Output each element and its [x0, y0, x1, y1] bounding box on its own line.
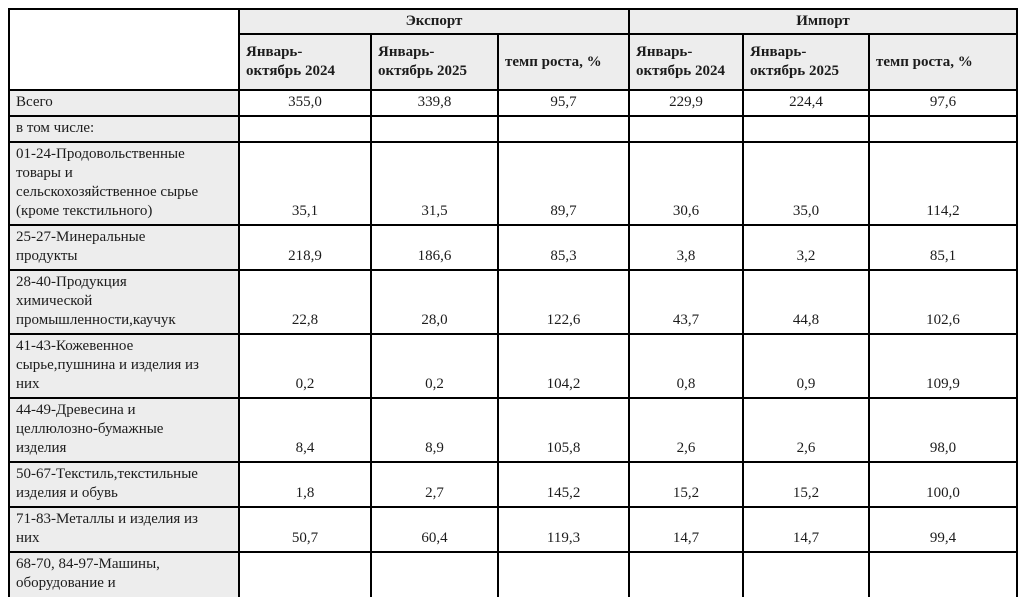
value-cell: 85,3 — [496, 224, 631, 271]
value-cell: 104,2 — [496, 333, 631, 399]
value-cell: 15,2 — [628, 461, 745, 508]
column-header-row: Январь- октябрь 2024 Январь- октябрь 2025… — [9, 33, 1019, 91]
table-row: в том числе: — [8, 115, 1019, 143]
column-header: темп роста, % — [868, 33, 1019, 91]
value-cell: 28,0 — [370, 269, 499, 335]
value-cell: 109,9 — [868, 333, 1019, 399]
value-cell: 15,2 — [742, 461, 871, 508]
value-cell: 339,8 — [370, 89, 499, 117]
row-label: 50-67-Текстиль,текстильные изделия и обу… — [8, 461, 240, 508]
table-row: 25-27-Минеральные продукты 218,9 186,6 85,3… — [8, 224, 1019, 271]
value-cell: 99,4 — [868, 506, 1019, 553]
value-cell — [742, 115, 871, 143]
value-cell: 22,8 — [238, 269, 372, 335]
column-header: Январь- октябрь 2024 — [628, 33, 745, 91]
value-cell: 21,5 — [370, 551, 499, 597]
value-cell: 2,7 — [370, 461, 499, 508]
value-cell: 100,0 — [868, 461, 1019, 508]
row-label: 25-27-Минеральные продукты — [8, 224, 240, 271]
value-cell — [628, 115, 745, 143]
value-cell: 0,9 — [742, 333, 871, 399]
value-cell: 35,0 — [742, 141, 871, 226]
trade-statistics-table: Экспорт Импорт Январь- октябрь 2024 Январ… — [8, 8, 1019, 597]
group-header-export: Экспорт — [237, 8, 631, 35]
value-cell: 0,8 — [628, 333, 745, 399]
value-cell: 43,7 — [628, 269, 745, 335]
value-cell — [868, 115, 1019, 143]
value-cell: 2,6 — [742, 397, 871, 463]
column-header: темп роста, % — [496, 33, 631, 91]
table-row: 44-49-Древесина и целлюлозно-бумажные из… — [8, 397, 1019, 463]
value-cell: 30,6 — [628, 141, 745, 226]
row-label: 71-83-Металлы и изделия из них — [8, 506, 240, 553]
table-body: Всего 355,0 339,8 95,7 229,9 224,4 97,6 в том ч… — [8, 89, 1019, 597]
value-cell: 14,7 — [628, 506, 745, 553]
value-cell: 105,8 — [496, 397, 631, 463]
value-cell: 91,3 — [868, 551, 1019, 597]
value-cell: 31,5 — [370, 141, 499, 226]
table-row: Всего 355,0 339,8 95,7 229,9 224,4 97,6 — [8, 89, 1019, 117]
value-cell: 119,3 — [496, 506, 631, 553]
value-cell: 224,4 — [742, 89, 871, 117]
column-header: Январь- октябрь 2025 — [370, 33, 499, 91]
value-cell — [238, 115, 372, 143]
table-row: 50-67-Текстиль,текстильные изделия и обу… — [8, 461, 1019, 508]
value-cell: 0,2 — [238, 333, 372, 399]
table-row: 71-83-Металлы и изделия из них 50,7 60,4 11… — [8, 506, 1019, 553]
column-header: Январь- октябрь 2024 — [238, 33, 372, 91]
table-row: 01-24-Продовольственные товары и сельско… — [8, 141, 1019, 226]
value-cell: 145,2 — [496, 461, 631, 508]
value-cell — [496, 115, 631, 143]
row-label: Всего — [8, 89, 240, 117]
table-row: 68-70, 84-97-Машины, оборудование и тран… — [8, 551, 1019, 597]
table-header: Экспорт Импорт Январь- октябрь 2024 Январ… — [8, 8, 1019, 91]
value-cell: 97,6 — [868, 89, 1019, 117]
value-cell: 3,8 — [628, 224, 745, 271]
value-cell: 114,2 — [868, 141, 1019, 226]
value-cell — [370, 115, 499, 143]
value-cell: 44,8 — [742, 269, 871, 335]
value-cell: 122,6 — [496, 269, 631, 335]
corner-cell — [8, 8, 240, 91]
value-cell: 186,6 — [370, 224, 499, 271]
value-cell: 85,1 — [868, 224, 1019, 271]
value-cell: 98,0 — [868, 397, 1019, 463]
row-label: 01-24-Продовольственные товары и сельско… — [8, 141, 240, 226]
value-cell: 118,4 — [628, 551, 745, 597]
value-cell: 60,4 — [370, 506, 499, 553]
table-row: 41-43-Кожевенное сырье,пушнина и изделия… — [8, 333, 1019, 399]
column-header: Январь- октябрь 2025 — [742, 33, 871, 91]
value-cell: 89,7 — [496, 141, 631, 226]
value-cell: 50,7 — [238, 506, 372, 553]
row-label: 44-49-Древесина и целлюлозно-бумажные из… — [8, 397, 240, 463]
value-cell: 229,9 — [628, 89, 745, 117]
value-cell: 8,4 — [238, 397, 372, 463]
group-header-import: Импорт — [628, 8, 1019, 35]
value-cell: 2,6 — [628, 397, 745, 463]
value-cell: 102,6 — [868, 269, 1019, 335]
row-label: 41-43-Кожевенное сырье,пушнина и изделия… — [8, 333, 240, 399]
value-cell: 17,1 — [238, 551, 372, 597]
value-cell: 125,4 — [496, 551, 631, 597]
row-label: 68-70, 84-97-Машины, оборудование и тран… — [8, 551, 240, 597]
value-cell: 1,8 — [238, 461, 372, 508]
value-cell: 355,0 — [238, 89, 372, 117]
row-label: 28-40-Продукция химической промышленност… — [8, 269, 240, 335]
row-label: в том числе: — [8, 115, 240, 143]
value-cell: 35,1 — [238, 141, 372, 226]
value-cell: 8,9 — [370, 397, 499, 463]
value-cell: 95,7 — [496, 89, 631, 117]
value-cell: 3,2 — [742, 224, 871, 271]
value-cell: 108,1 — [742, 551, 871, 597]
group-header-row: Экспорт Импорт — [8, 8, 1019, 91]
table-row: 28-40-Продукция химической промышленност… — [8, 269, 1019, 335]
value-cell: 14,7 — [742, 506, 871, 553]
value-cell: 0,2 — [370, 333, 499, 399]
value-cell: 218,9 — [238, 224, 372, 271]
